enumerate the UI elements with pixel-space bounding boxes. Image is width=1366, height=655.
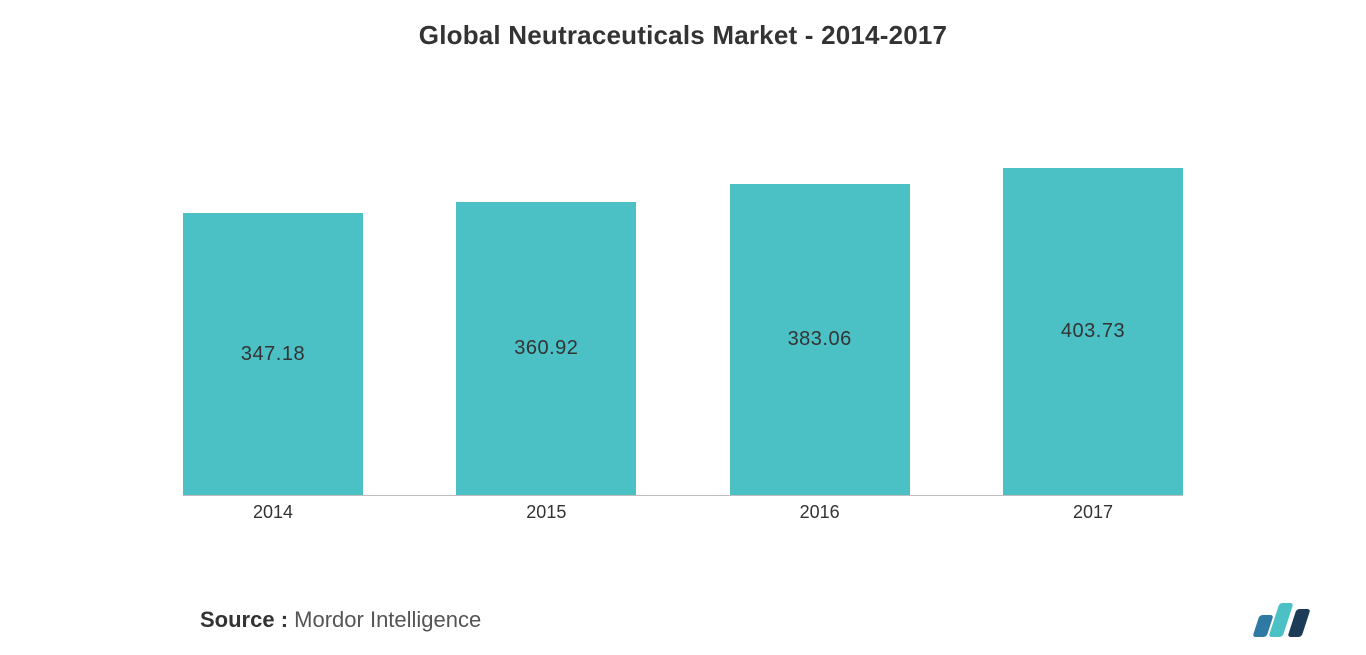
chart-container: Global Neutraceuticals Market - 2014-201… [0, 0, 1366, 655]
bar-value-label: 347.18 [241, 343, 305, 366]
footer: Source : Mordor Intelligence [0, 603, 1366, 637]
chart-area: 347.18 360.92 383.06 403.73 2014 [183, 106, 1183, 526]
bar-slot: 360.92 [456, 202, 636, 495]
source-value: Mordor Intelligence [294, 607, 481, 632]
logo-icon [1256, 603, 1306, 637]
logo-bar-3 [1287, 609, 1310, 637]
x-label: 2014 [183, 496, 363, 526]
bar-value-label: 383.06 [788, 328, 852, 351]
x-label: 2015 [456, 496, 636, 526]
bar-value-label: 360.92 [514, 337, 578, 360]
chart-title: Global Neutraceuticals Market - 2014-201… [0, 20, 1366, 51]
bar-slot: 347.18 [183, 213, 363, 495]
x-label: 2016 [730, 496, 910, 526]
source-line: Source : Mordor Intelligence [200, 607, 481, 633]
bar-2015: 360.92 [456, 202, 636, 495]
bar-2014: 347.18 [183, 213, 363, 495]
x-labels: 2014 2015 2016 2017 [183, 496, 1183, 526]
bar-slot: 383.06 [730, 184, 910, 495]
source-label: Source : [200, 607, 288, 632]
bars-group: 347.18 360.92 383.06 403.73 [183, 106, 1183, 495]
bar-2017: 403.73 [1003, 168, 1183, 495]
bar-2016: 383.06 [730, 184, 910, 495]
x-label: 2017 [1003, 496, 1183, 526]
bar-value-label: 403.73 [1061, 320, 1125, 343]
bar-slot: 403.73 [1003, 168, 1183, 495]
